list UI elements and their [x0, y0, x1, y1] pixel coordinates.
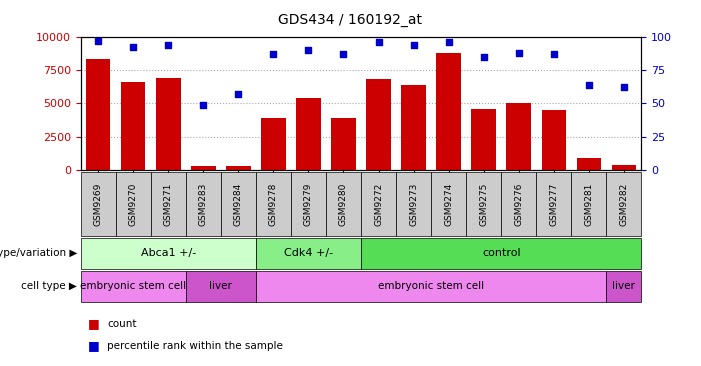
Text: GSM9275: GSM9275	[479, 182, 488, 226]
Point	[233, 91, 244, 97]
Text: GSM9284: GSM9284	[234, 182, 243, 226]
Point	[338, 51, 349, 57]
Point	[268, 51, 279, 57]
Text: GSM9271: GSM9271	[164, 182, 172, 226]
Point	[373, 39, 384, 45]
Point	[93, 38, 104, 44]
Text: GSM9273: GSM9273	[409, 182, 418, 226]
Text: genotype/variation ▶: genotype/variation ▶	[0, 249, 77, 258]
Point	[478, 54, 489, 60]
Text: GDS434 / 160192_at: GDS434 / 160192_at	[278, 13, 423, 27]
Bar	[367, 79, 391, 170]
Text: GSM9274: GSM9274	[444, 182, 453, 226]
Text: ■: ■	[88, 317, 100, 330]
Bar	[297, 98, 321, 170]
Bar	[577, 158, 601, 170]
Point	[583, 82, 594, 87]
Text: GSM9272: GSM9272	[374, 182, 383, 226]
Text: GSM9278: GSM9278	[269, 182, 278, 226]
Text: Abca1 +/-: Abca1 +/-	[141, 249, 196, 258]
Point	[618, 85, 629, 90]
Point	[548, 51, 559, 57]
Bar	[612, 165, 637, 170]
Bar	[507, 103, 531, 170]
Text: Cdk4 +/-: Cdk4 +/-	[284, 249, 333, 258]
Bar	[261, 118, 286, 170]
Text: ■: ■	[88, 339, 100, 352]
Point	[198, 102, 209, 108]
Text: control: control	[482, 249, 521, 258]
Point	[303, 47, 314, 53]
Bar	[436, 53, 461, 170]
Bar	[542, 110, 566, 170]
Text: count: count	[107, 319, 137, 329]
Text: GSM9283: GSM9283	[199, 182, 207, 226]
Text: GSM9269: GSM9269	[94, 182, 102, 226]
Text: GSM9280: GSM9280	[339, 182, 348, 226]
Point	[163, 42, 174, 48]
Bar	[472, 109, 496, 170]
Text: GSM9277: GSM9277	[550, 182, 558, 226]
Bar	[332, 118, 356, 170]
Bar	[86, 59, 111, 170]
Bar	[226, 165, 251, 170]
Text: embryonic stem cell: embryonic stem cell	[80, 281, 186, 291]
Text: cell type ▶: cell type ▶	[21, 281, 77, 291]
Bar	[121, 82, 146, 170]
Point	[128, 44, 139, 50]
Text: liver: liver	[210, 281, 232, 291]
Text: percentile rank within the sample: percentile rank within the sample	[107, 341, 283, 351]
Text: liver: liver	[613, 281, 635, 291]
Text: embryonic stem cell: embryonic stem cell	[378, 281, 484, 291]
Point	[443, 39, 454, 45]
Bar	[402, 85, 426, 170]
Point	[513, 50, 524, 56]
Text: GSM9276: GSM9276	[515, 182, 523, 226]
Text: GSM9282: GSM9282	[620, 182, 628, 226]
Text: GSM9281: GSM9281	[585, 182, 593, 226]
Text: GSM9270: GSM9270	[129, 182, 137, 226]
Point	[408, 42, 419, 48]
Bar	[156, 78, 181, 170]
Text: GSM9279: GSM9279	[304, 182, 313, 226]
Bar	[191, 166, 216, 170]
